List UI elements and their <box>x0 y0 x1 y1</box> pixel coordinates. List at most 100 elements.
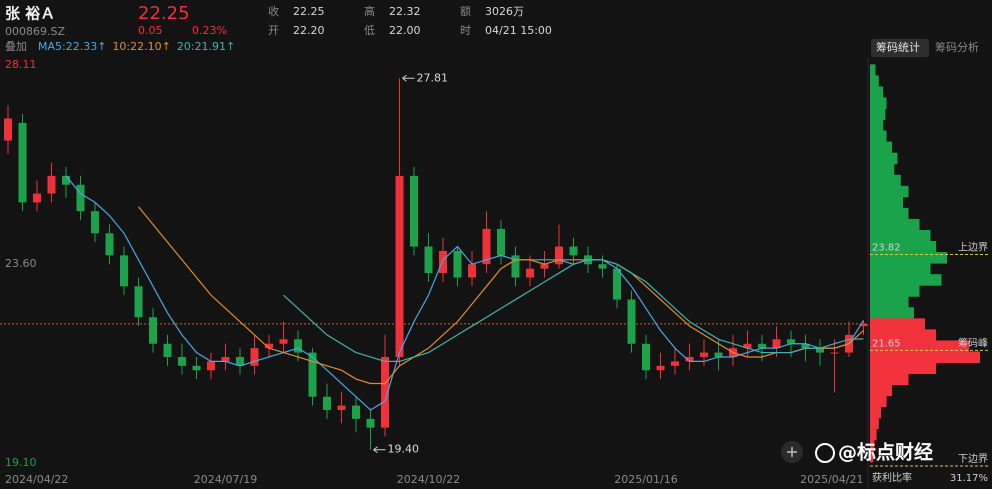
quote-value: 04/21 15:00 <box>485 24 552 37</box>
change-pct: 0.23% <box>192 24 227 37</box>
candle-body <box>569 246 578 256</box>
chip-bar <box>870 296 909 308</box>
quote-label: 高 <box>364 4 375 18</box>
candle-body <box>323 396 331 410</box>
chip-bar <box>870 307 914 319</box>
quote-label: 低 <box>364 24 375 37</box>
candle-body <box>352 405 360 419</box>
candle-body <box>627 299 636 344</box>
candle-body <box>236 356 244 366</box>
candle-body <box>366 418 375 428</box>
profit-ratio-label: 获利比率 <box>872 471 912 484</box>
candle-body <box>830 352 839 354</box>
quote-value: 3026万 <box>485 5 524 18</box>
chip-bar <box>870 417 879 430</box>
x-tick-label: 2024/07/19 <box>194 473 257 486</box>
candle-body <box>18 122 27 203</box>
candle-body <box>816 348 824 353</box>
candle-body <box>787 339 795 344</box>
candle-body <box>685 356 694 362</box>
quote-value: 22.25 <box>293 5 325 18</box>
chip-bar <box>870 141 892 154</box>
candle-body <box>859 323 868 327</box>
chip-bar <box>870 229 931 242</box>
ma-line <box>283 259 864 363</box>
ma-line <box>65 175 865 411</box>
chip-bar <box>870 373 909 386</box>
chip-bar <box>870 395 887 408</box>
annotation-arrow <box>373 446 386 454</box>
candle-body <box>758 343 766 349</box>
candle-body <box>468 264 476 278</box>
chip-bar <box>870 97 887 110</box>
change: 0.05 <box>138 24 163 37</box>
candle-body <box>178 356 186 366</box>
chip-bar <box>870 196 903 209</box>
candle-body <box>540 264 549 269</box>
candle-body <box>381 356 389 428</box>
quote-label: 收 <box>268 4 279 18</box>
y-tick-label: 23.60 <box>5 257 37 270</box>
quote-label: 额 <box>460 5 471 18</box>
chip-lower-label: 下边界 <box>958 453 988 465</box>
chip-bar <box>870 329 936 341</box>
candle-body <box>511 255 520 278</box>
candle-body <box>76 184 85 212</box>
stock-name: 张 裕Ａ <box>5 5 55 23</box>
quote-label: 时 <box>460 24 471 37</box>
candle-body <box>497 228 505 256</box>
chip-bar <box>870 174 901 187</box>
chip-marker-price: 21.65 <box>872 338 901 349</box>
candle-body <box>714 352 723 357</box>
overlay-button[interactable]: 叠加 <box>5 40 27 53</box>
candle-body <box>4 118 12 141</box>
candle-body <box>120 255 128 287</box>
candle-body <box>207 361 215 371</box>
tab[interactable]: 筹码统计 <box>876 40 920 54</box>
legend-entry: 20:21.91↑ <box>177 40 235 53</box>
y-tick-label: 28.11 <box>5 58 37 71</box>
candle-body <box>424 246 433 274</box>
chip-bar <box>870 64 876 76</box>
chip-bar <box>870 318 925 330</box>
x-tick-label: 2025/01/16 <box>614 473 677 486</box>
x-tick-label: 2024/10/22 <box>397 473 460 486</box>
candle-body <box>526 268 534 278</box>
quote-label: 开 <box>268 24 279 37</box>
chip-bar <box>870 119 884 132</box>
quote-value: 22.32 <box>389 5 421 18</box>
candle-body <box>613 268 621 300</box>
chip-bar <box>870 351 980 364</box>
quote-value: 22.00 <box>389 24 421 37</box>
chip-bar <box>870 75 879 87</box>
candle-body <box>250 348 259 366</box>
candle-body <box>192 365 201 371</box>
candle-body <box>163 343 172 357</box>
candle-body <box>294 339 302 353</box>
candle-body <box>221 356 230 362</box>
tab[interactable]: 筹码分析 <box>935 40 979 54</box>
chip-bar <box>870 428 877 441</box>
candle-body <box>482 228 491 265</box>
chip-bar <box>870 274 942 286</box>
price: 22.25 <box>138 3 190 24</box>
chip-bar <box>870 406 881 419</box>
x-tick-label: 2025/04/21 <box>800 473 863 486</box>
candle-body <box>33 193 41 203</box>
chip-bar <box>870 263 931 275</box>
ma-line <box>138 206 864 385</box>
candle-body <box>410 175 418 247</box>
candle-body <box>149 317 157 344</box>
chip-bar <box>870 130 887 143</box>
add-button[interactable] <box>781 441 803 463</box>
watermark-icon <box>815 443 835 463</box>
candle-body <box>656 365 665 371</box>
quote-value: 22.20 <box>293 24 325 37</box>
candle-body <box>265 343 273 349</box>
chip-bar <box>870 185 909 198</box>
chip-bar <box>870 285 920 297</box>
candle-body <box>598 264 607 269</box>
chip-bar <box>870 108 886 121</box>
candle-body <box>801 343 810 349</box>
